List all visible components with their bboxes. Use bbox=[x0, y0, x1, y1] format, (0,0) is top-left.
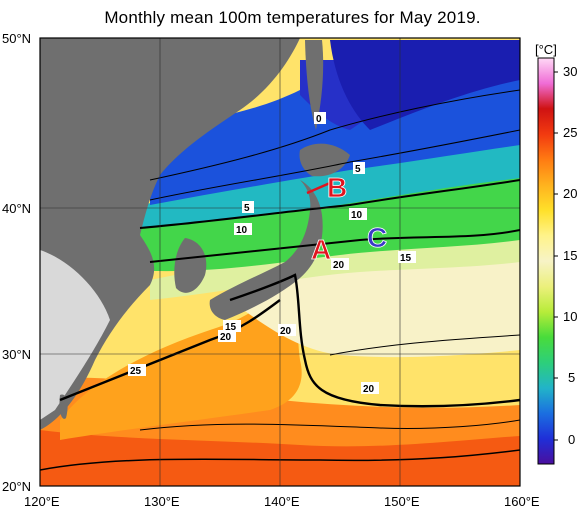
contour-label-25: 25 bbox=[130, 366, 142, 377]
land bbox=[40, 38, 350, 430]
contour-label-5: 5 bbox=[244, 203, 250, 214]
contour-label-15: 15 bbox=[225, 322, 237, 333]
colorbar-tick-5: 5 bbox=[568, 370, 576, 385]
marker-a: A bbox=[311, 234, 331, 265]
colorbar-tick-15: 15 bbox=[563, 248, 578, 263]
colorbar-tick-25: 25 bbox=[563, 125, 578, 140]
contour-label-10: 10 bbox=[236, 225, 248, 236]
lat-label-40n: 40°N bbox=[2, 201, 32, 216]
map-frame bbox=[39, 37, 521, 487]
colorbar-unit: [°C] bbox=[535, 42, 557, 57]
colorbar-tick-10: 10 bbox=[563, 309, 578, 324]
contour-label-20: 20 bbox=[333, 260, 345, 271]
lon-label-130e: 130°E bbox=[144, 494, 180, 509]
colorbar-tick-0: 0 bbox=[568, 432, 576, 447]
contour-labels: 0 5 5 10 10 15 15 20 20 20 20 25 bbox=[128, 112, 416, 395]
contour-label-5: 5 bbox=[355, 164, 361, 175]
colorbar-ticks bbox=[554, 71, 558, 441]
lon-label-150e: 150°E bbox=[384, 494, 420, 509]
lon-label-160e: 160°E bbox=[504, 494, 540, 509]
markers: A B C bbox=[306, 172, 388, 265]
contour-label-20: 20 bbox=[280, 326, 292, 337]
lat-label-20n: 20°N bbox=[2, 479, 32, 494]
lon-label-120e: 120°E bbox=[24, 494, 60, 509]
contour-label-15: 15 bbox=[400, 253, 412, 264]
lat-label-50n: 50°N bbox=[2, 31, 32, 46]
colorbar-tick-20: 20 bbox=[563, 186, 578, 201]
colorbar bbox=[537, 57, 555, 465]
lat-label-30n: 30°N bbox=[2, 347, 32, 362]
contour-label-0: 0 bbox=[316, 114, 322, 125]
marker-b-pointer bbox=[306, 181, 331, 195]
isotherms bbox=[40, 89, 520, 471]
colorbar-tick-30: 30 bbox=[563, 64, 578, 79]
map-title: Monthly mean 100m temperatures for May 2… bbox=[104, 8, 481, 27]
contour-label-10: 10 bbox=[351, 210, 363, 221]
marker-c: C bbox=[367, 222, 387, 253]
lon-label-140e: 140°E bbox=[264, 494, 300, 509]
marker-b: B bbox=[327, 172, 347, 203]
contour-label-20: 20 bbox=[363, 384, 375, 395]
contour-label-20: 20 bbox=[220, 332, 232, 343]
